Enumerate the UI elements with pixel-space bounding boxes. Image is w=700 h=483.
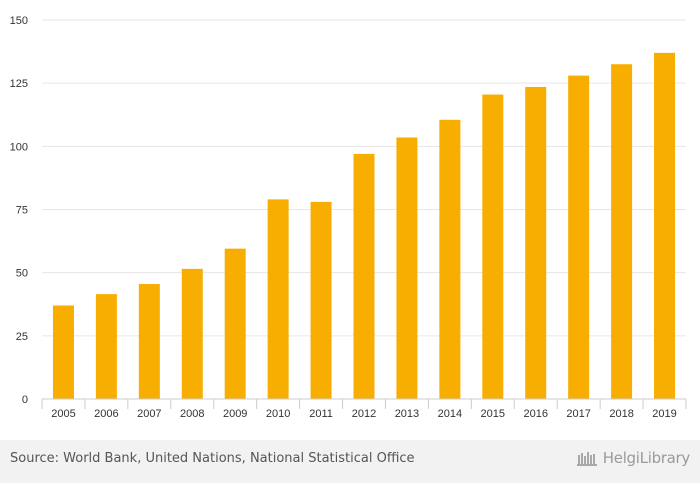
footer: Source: World Bank, United Nations, Nati… [0,440,700,483]
bar-2008 [181,268,203,399]
bar-2012 [353,153,375,399]
bar-2015 [482,94,504,399]
bar-2005 [52,305,74,399]
bar-2016 [525,86,547,399]
x-tick-label: 2010 [266,408,290,420]
bar-2013 [396,137,418,400]
bars [52,52,676,400]
x-tick-label: 2015 [481,408,505,420]
y-tick-label: 0 [22,394,28,406]
bar-2007 [138,284,160,399]
x-tick-label: 2006 [94,408,118,420]
y-tick-label: 150 [10,15,28,27]
library-icon [576,452,597,466]
x-tick-label: 2009 [223,408,247,420]
x-tick-label: 2014 [438,408,462,420]
y-tick-label: 125 [10,78,28,90]
x-tick-label: 2005 [51,408,75,420]
y-tick-label: 100 [10,141,28,153]
bar-2017 [568,75,590,399]
bar-2010 [267,199,289,399]
x-tick-label: 2019 [652,408,676,420]
bar-2006 [95,294,117,399]
bar-2009 [224,248,246,399]
x-tick-label: 2008 [180,408,204,420]
y-tick-label: 50 [16,268,28,280]
y-axis: 0 25 50 75 100 125 150 [10,15,28,406]
bar-2011 [310,201,332,399]
y-tick-label: 25 [16,331,28,343]
x-tick-label: 2018 [609,408,633,420]
brand-logo[interactable]: HelgiLibrary [576,449,691,467]
y-tick-label: 75 [16,205,28,217]
bar-2019 [654,52,676,399]
x-tick-label: 2016 [523,408,547,420]
bar-chart: 0 25 50 75 100 125 150 2005 2006 2007 2008 2009 201… [10,15,687,420]
bar-2018 [611,64,633,399]
x-tick-label: 2007 [137,408,161,420]
bar-2014 [439,119,461,399]
x-tick-label: 2011 [309,408,333,420]
source-text: Source: World Bank, United Nations, Nati… [10,451,415,466]
x-tick-label: 2017 [566,408,590,420]
x-tick-label: 2012 [352,408,376,420]
x-tick-label: 2013 [395,408,419,420]
x-axis: 2005 2006 2007 2008 2009 2010 2011 2012 2013 2014… [41,398,687,420]
brand-name: HelgiLibrary [602,449,691,467]
